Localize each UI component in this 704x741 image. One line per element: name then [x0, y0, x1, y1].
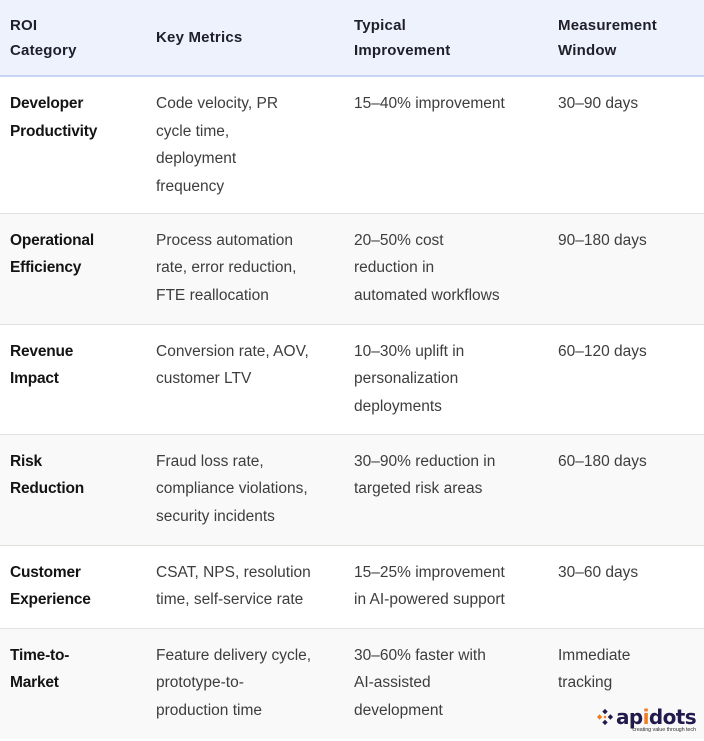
cell-metrics: Process automation rate, error reduction,…	[145, 213, 344, 325]
apidots-diamond-icon	[596, 708, 614, 726]
table-row: Customer Experience CSAT, NPS, resolution…	[0, 545, 704, 629]
table-row: Operational Efficiency Process automation…	[0, 213, 704, 325]
cell-improvement: 15–25% improvement in AI-powered support	[344, 545, 548, 629]
cell-category: Operational Efficiency	[0, 213, 145, 325]
cell-window: 90–180 days	[548, 213, 704, 325]
apidots-logo: apidots creating value through tech	[596, 705, 697, 733]
cell-metrics: Fraud loss rate, compliance violations, se…	[145, 434, 344, 546]
header-typical-improvement: Typical Improvement	[344, 0, 548, 77]
cell-window: 60–120 days	[548, 324, 704, 435]
cell-window: 30–90 days	[548, 76, 704, 214]
table-row: Time-to- Market Feature delivery cycle, pr…	[0, 628, 704, 739]
header-key-metrics: Key Metrics	[145, 0, 344, 77]
cell-improvement: 30–90% reduction in targeted risk areas	[344, 434, 548, 546]
table-row: Revenue Impact Conversion rate, AOV, custo…	[0, 324, 704, 435]
logo-tagline: creating value through tech	[632, 727, 696, 733]
cell-category: Revenue Impact	[0, 324, 145, 435]
table-row: Risk Reduction Fraud loss rate, compliance…	[0, 434, 704, 546]
cell-metrics: CSAT, NPS, resolution time, self-service …	[145, 545, 344, 629]
table-row: Developer Productivity Code velocity, PR c…	[0, 76, 704, 214]
cell-window: 60–180 days	[548, 434, 704, 546]
cell-window: Immediate tracking	[558, 646, 631, 692]
header-measurement-window: Measurement Window	[548, 0, 704, 77]
cell-improvement: 15–40% improvement	[344, 76, 548, 214]
table-header: ROI Category Key Metrics Typical Improveme…	[0, 0, 704, 77]
cell-improvement: 20–50% cost reduction in automated workflo…	[344, 213, 548, 325]
cell-category: Risk Reduction	[0, 434, 145, 546]
cell-improvement: 10–30% uplift in personalization deploymen…	[344, 324, 548, 435]
header-roi-category: ROI Category	[0, 0, 145, 77]
cell-metrics: Conversion rate, AOV, customer LTV	[145, 324, 344, 435]
logo-wordmark: apidots	[615, 705, 697, 729]
cell-metrics: Code velocity, PR cycle time, deployment fr…	[145, 76, 344, 214]
cell-category: Developer Productivity	[0, 76, 145, 214]
cell-category: Time-to- Market	[10, 646, 70, 692]
cell-metrics: Feature delivery cycle, prototype-to-prod…	[156, 646, 312, 719]
cell-window: 30–60 days	[548, 545, 704, 629]
cell-category: Customer Experience	[0, 545, 145, 629]
cell-improvement: 30–60% faster with AI-assisted development	[354, 646, 486, 719]
